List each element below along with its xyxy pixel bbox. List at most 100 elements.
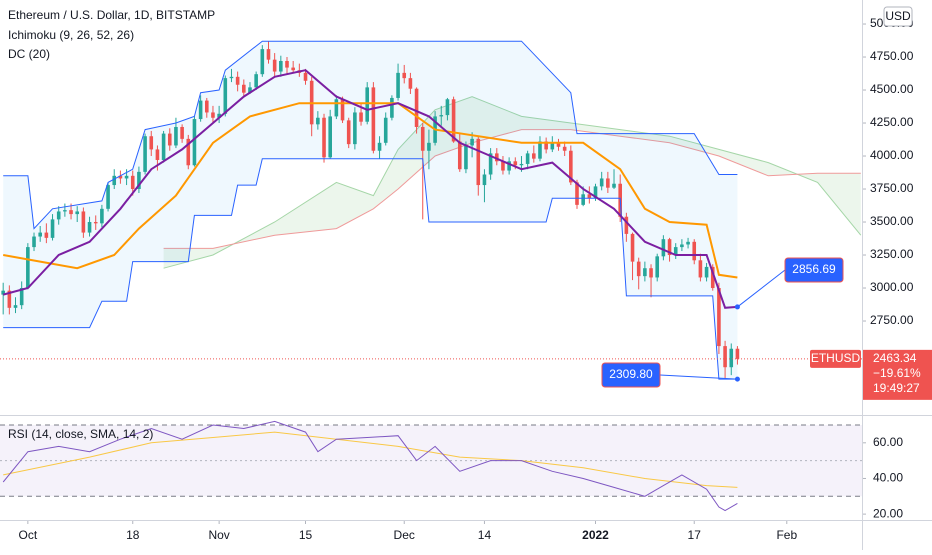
price-label-point xyxy=(734,376,740,382)
candle-body xyxy=(180,126,184,139)
candle-body xyxy=(451,99,456,142)
rsi-title: RSI (14, close, SMA, 14, 2) xyxy=(8,427,153,441)
overlay: ETHUSD 2463.34−19.61%19:49:27 2856.69 2309.… xyxy=(601,6,932,400)
candle-body xyxy=(587,194,592,199)
x-tick-label: 18 xyxy=(126,528,140,542)
candle-body xyxy=(581,194,585,205)
candle-body xyxy=(50,219,55,238)
candle-body xyxy=(735,348,740,359)
candle-body xyxy=(1,290,5,295)
rsi-line xyxy=(2,420,738,512)
candle-body xyxy=(612,183,616,188)
indicator-line xyxy=(3,158,738,380)
x-tick-label: 14 xyxy=(478,528,492,542)
candle-body xyxy=(371,87,376,151)
candle-body xyxy=(390,97,394,118)
candle-body xyxy=(254,74,258,88)
candle-body xyxy=(476,138,481,186)
candle-body xyxy=(19,288,24,306)
candle-body xyxy=(439,115,444,117)
candle-body xyxy=(482,174,487,186)
y-tick-label: 3000.00 xyxy=(870,280,914,294)
candle-body xyxy=(729,348,734,368)
candle-body xyxy=(649,268,653,278)
candle-body xyxy=(87,222,92,233)
candle-body xyxy=(420,126,425,151)
candle-body xyxy=(643,268,647,277)
candle-body xyxy=(710,266,715,289)
candle-body xyxy=(525,153,530,164)
currency: USD xyxy=(885,9,911,23)
candle-body xyxy=(322,117,326,158)
candle-body xyxy=(464,145,468,170)
candle-body xyxy=(26,247,30,289)
indicator-line xyxy=(2,69,738,309)
x-tick-label: 15 xyxy=(299,528,313,542)
candle-body xyxy=(661,239,666,257)
candle-body xyxy=(488,153,493,175)
candle-body xyxy=(544,141,548,150)
y-tick-label: 4750.00 xyxy=(870,49,914,63)
candle-body xyxy=(272,59,277,72)
candle-body xyxy=(7,290,12,308)
rsi-line xyxy=(3,431,738,488)
y-tick-label: 3500.00 xyxy=(870,214,914,228)
candle-body xyxy=(519,163,524,166)
candle-body xyxy=(38,232,42,237)
candle-body xyxy=(279,60,283,72)
candle-body xyxy=(303,72,308,81)
candle-body xyxy=(328,116,332,158)
candle-body xyxy=(569,150,573,183)
candle-body xyxy=(229,76,234,79)
candle-body xyxy=(698,260,703,278)
candle-body xyxy=(353,112,357,145)
candle-body xyxy=(359,112,363,122)
candle-body xyxy=(556,142,561,147)
candle-body xyxy=(470,138,474,146)
last-price: 2463.34 xyxy=(873,351,917,365)
candle-body xyxy=(285,60,289,68)
candle-body xyxy=(538,141,542,159)
candle-body xyxy=(248,87,252,93)
countdown: 19:49:27 xyxy=(873,381,920,395)
price-label-point xyxy=(734,304,740,310)
ichimoku-cloud xyxy=(163,96,861,269)
candle-body xyxy=(717,288,721,347)
candle-body xyxy=(692,241,697,261)
candle-body xyxy=(494,153,499,162)
currency-badge xyxy=(883,6,913,27)
candle-body xyxy=(75,211,80,215)
candle-body xyxy=(501,161,505,171)
candle-body xyxy=(13,305,18,308)
candle-body xyxy=(118,175,123,179)
candle-body xyxy=(606,178,610,188)
candle-body xyxy=(167,133,172,146)
symbol-label: ETHUSD xyxy=(811,351,861,365)
candle-body xyxy=(100,208,104,224)
ichimoku-span xyxy=(163,129,861,249)
price-label-box xyxy=(601,362,661,388)
candle-body xyxy=(334,99,339,117)
x-tick-label: Feb xyxy=(776,528,797,542)
candle-body xyxy=(340,99,345,121)
candle-body xyxy=(562,146,567,151)
y-tick-label: 4500.00 xyxy=(870,82,914,96)
candle-body xyxy=(161,133,166,160)
candle-body xyxy=(365,87,370,122)
donchian-fill xyxy=(3,41,738,380)
candle-body xyxy=(291,67,295,71)
x-tick-label: Oct xyxy=(19,528,38,542)
candle-body xyxy=(63,210,67,212)
candle-body xyxy=(402,72,407,79)
candle-body xyxy=(723,346,727,368)
price-label: 2856.69 xyxy=(792,262,836,276)
candle-body xyxy=(704,266,709,278)
candle-body xyxy=(316,117,320,125)
candle-body xyxy=(575,182,579,205)
candle-body xyxy=(593,186,598,199)
indicator-label: DC (20) xyxy=(8,47,50,61)
candle-body xyxy=(242,84,246,93)
candle-body xyxy=(636,261,641,277)
